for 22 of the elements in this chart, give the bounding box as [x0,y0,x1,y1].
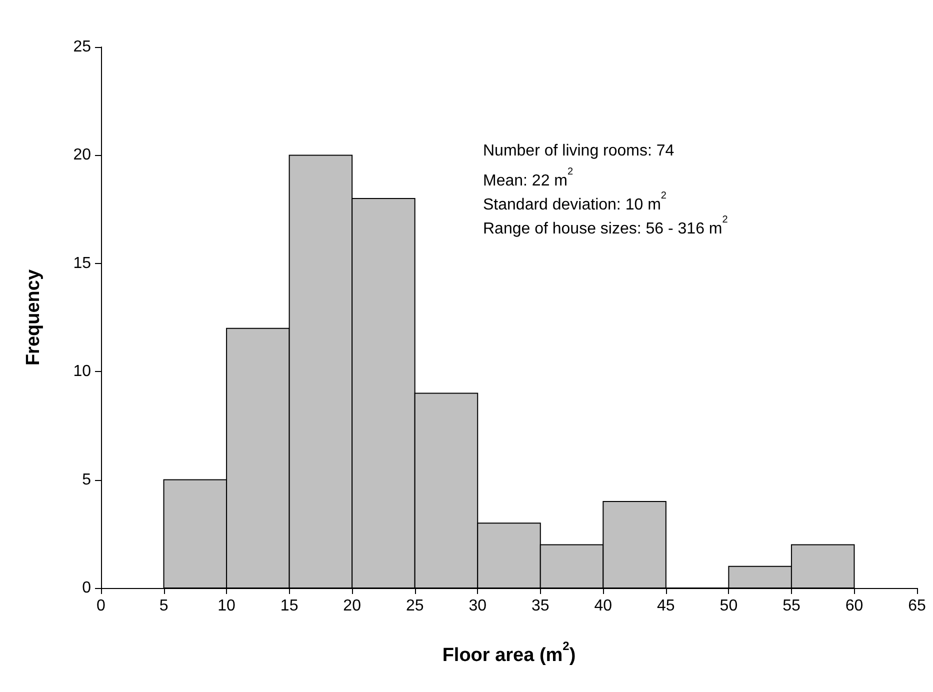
annotation: Number of living rooms: 74 [483,142,674,160]
y-tick-label: 15 [73,254,92,272]
y-axis-title: Frequency [23,269,44,366]
y-tick-label: 10 [73,363,92,380]
x-tick-label: 50 [720,598,738,614]
x-tick-label: 60 [845,598,864,614]
x-tick-label: 10 [218,598,236,614]
x-tick-label: 45 [657,598,675,614]
x-tick-label: 35 [531,598,550,614]
x-tick-label: 15 [280,598,298,614]
y-tick-label: 25 [73,38,92,56]
y-tick-label: 20 [73,146,92,164]
x-tick-label: 65 [908,598,926,614]
x-tick-label: 20 [343,598,362,614]
x-tick-label: 30 [468,598,487,614]
x-tick-label: 0 [96,598,106,614]
x-tick-label: 40 [594,598,612,614]
y-tick-label: 5 [82,471,92,488]
x-tick-label: 25 [406,598,424,614]
x-tick-label: 5 [159,598,168,614]
x-tick-label: 55 [782,598,800,614]
y-tick-label: 0 [82,580,92,596]
